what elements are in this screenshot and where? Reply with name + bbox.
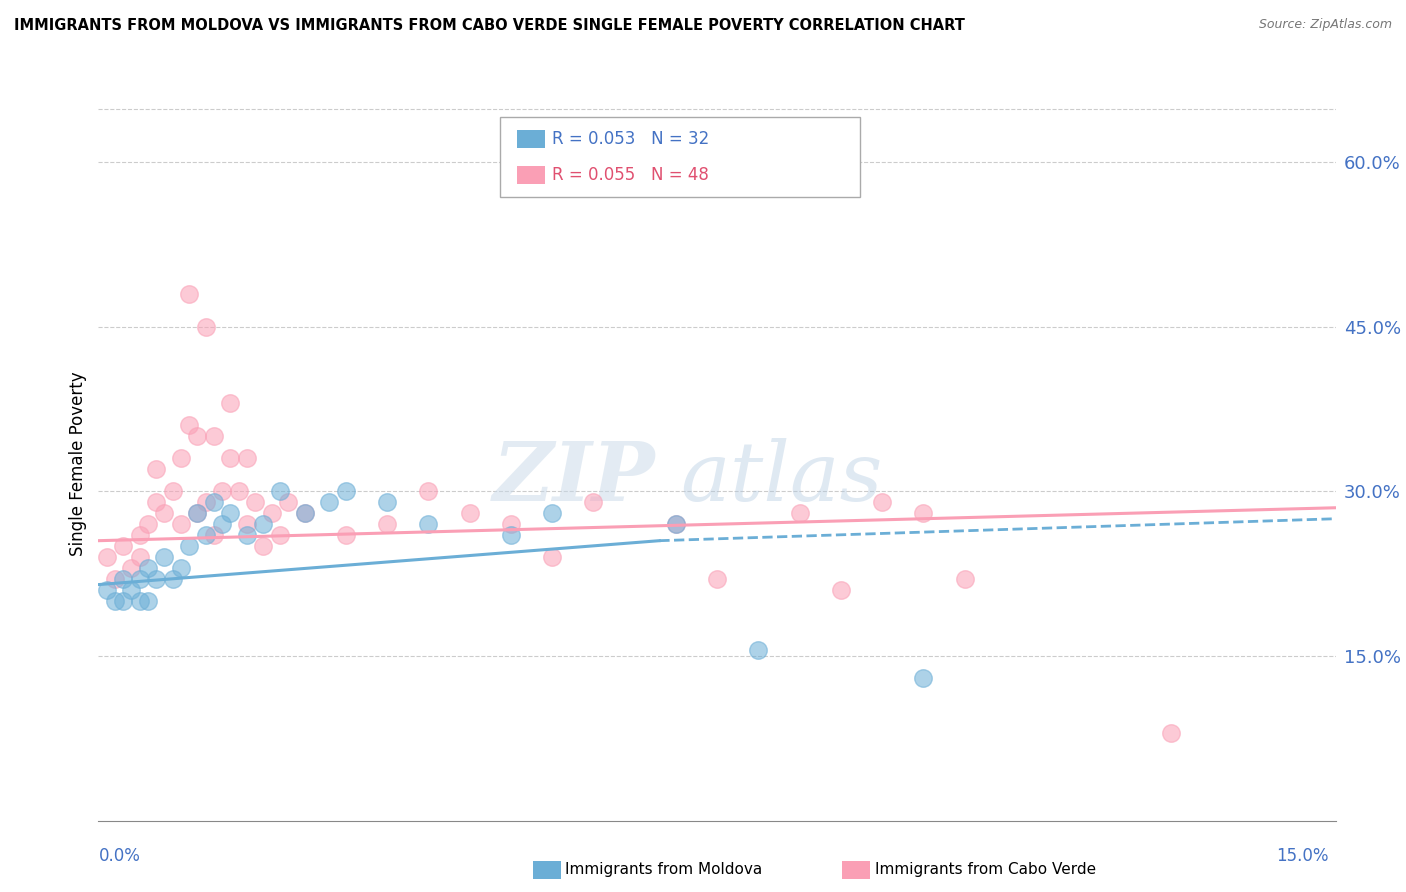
Text: Source: ZipAtlas.com: Source: ZipAtlas.com bbox=[1258, 18, 1392, 31]
Point bbox=[252, 539, 274, 553]
Point bbox=[870, 495, 893, 509]
Point bbox=[145, 572, 167, 586]
Point bbox=[228, 484, 250, 499]
Point bbox=[582, 495, 605, 509]
Point bbox=[269, 484, 291, 499]
Point bbox=[153, 506, 176, 520]
Point bbox=[162, 484, 184, 499]
Point bbox=[136, 517, 159, 532]
Point bbox=[418, 517, 440, 532]
Point bbox=[170, 451, 193, 466]
Point bbox=[120, 561, 142, 575]
Y-axis label: Single Female Poverty: Single Female Poverty bbox=[69, 372, 87, 556]
Point bbox=[219, 451, 242, 466]
Point bbox=[202, 528, 225, 542]
Point bbox=[112, 539, 135, 553]
Point bbox=[294, 506, 316, 520]
Point bbox=[541, 550, 564, 565]
Point bbox=[236, 528, 259, 542]
Point bbox=[128, 572, 150, 586]
Point bbox=[252, 517, 274, 532]
Point bbox=[170, 517, 193, 532]
Point bbox=[236, 517, 259, 532]
Point bbox=[665, 517, 688, 532]
Point bbox=[335, 528, 357, 542]
Point bbox=[706, 572, 728, 586]
Point bbox=[1160, 726, 1182, 740]
Point bbox=[96, 583, 118, 598]
Point bbox=[179, 286, 201, 301]
Point bbox=[112, 594, 135, 608]
Point bbox=[153, 550, 176, 565]
Point bbox=[418, 484, 440, 499]
Point bbox=[186, 506, 208, 520]
Point bbox=[202, 429, 225, 443]
Point bbox=[194, 319, 217, 334]
Point bbox=[145, 462, 167, 476]
Point bbox=[541, 506, 564, 520]
Point bbox=[294, 506, 316, 520]
Point bbox=[194, 495, 217, 509]
Point bbox=[211, 517, 233, 532]
Point bbox=[186, 429, 208, 443]
Point bbox=[179, 418, 201, 433]
Point bbox=[186, 506, 208, 520]
Point bbox=[375, 517, 398, 532]
Text: R = 0.053   N = 32: R = 0.053 N = 32 bbox=[551, 130, 709, 148]
Text: IMMIGRANTS FROM MOLDOVA VS IMMIGRANTS FROM CABO VERDE SINGLE FEMALE POVERTY CORR: IMMIGRANTS FROM MOLDOVA VS IMMIGRANTS FR… bbox=[14, 18, 965, 33]
Point bbox=[170, 561, 193, 575]
Point bbox=[104, 594, 127, 608]
Point bbox=[665, 517, 688, 532]
Point bbox=[499, 517, 522, 532]
Point bbox=[128, 528, 150, 542]
Point bbox=[202, 495, 225, 509]
Point bbox=[912, 671, 935, 685]
Point bbox=[830, 583, 852, 598]
Point bbox=[458, 506, 481, 520]
Text: 15.0%: 15.0% bbox=[1277, 847, 1329, 865]
Point bbox=[260, 506, 283, 520]
Point bbox=[96, 550, 118, 565]
Point bbox=[128, 594, 150, 608]
Point bbox=[219, 396, 242, 410]
Text: Immigrants from Moldova: Immigrants from Moldova bbox=[565, 863, 762, 877]
Point bbox=[112, 572, 135, 586]
Point bbox=[219, 506, 242, 520]
Point bbox=[120, 583, 142, 598]
Point bbox=[236, 451, 259, 466]
Point bbox=[145, 495, 167, 509]
Point bbox=[912, 506, 935, 520]
Text: atlas: atlas bbox=[681, 438, 883, 518]
Point bbox=[194, 528, 217, 542]
Point bbox=[243, 495, 266, 509]
Point bbox=[499, 528, 522, 542]
Point bbox=[789, 506, 811, 520]
Point bbox=[269, 528, 291, 542]
Text: Immigrants from Cabo Verde: Immigrants from Cabo Verde bbox=[875, 863, 1095, 877]
Point bbox=[211, 484, 233, 499]
Point bbox=[277, 495, 299, 509]
Point bbox=[335, 484, 357, 499]
Point bbox=[136, 594, 159, 608]
Text: 0.0%: 0.0% bbox=[98, 847, 141, 865]
Point bbox=[375, 495, 398, 509]
Point bbox=[179, 539, 201, 553]
Point bbox=[318, 495, 340, 509]
Text: R = 0.055   N = 48: R = 0.055 N = 48 bbox=[551, 166, 709, 184]
Point bbox=[162, 572, 184, 586]
Point bbox=[953, 572, 976, 586]
Text: ZIP: ZIP bbox=[492, 438, 655, 518]
Point bbox=[747, 643, 769, 657]
Point bbox=[104, 572, 127, 586]
Point bbox=[128, 550, 150, 565]
Point bbox=[136, 561, 159, 575]
